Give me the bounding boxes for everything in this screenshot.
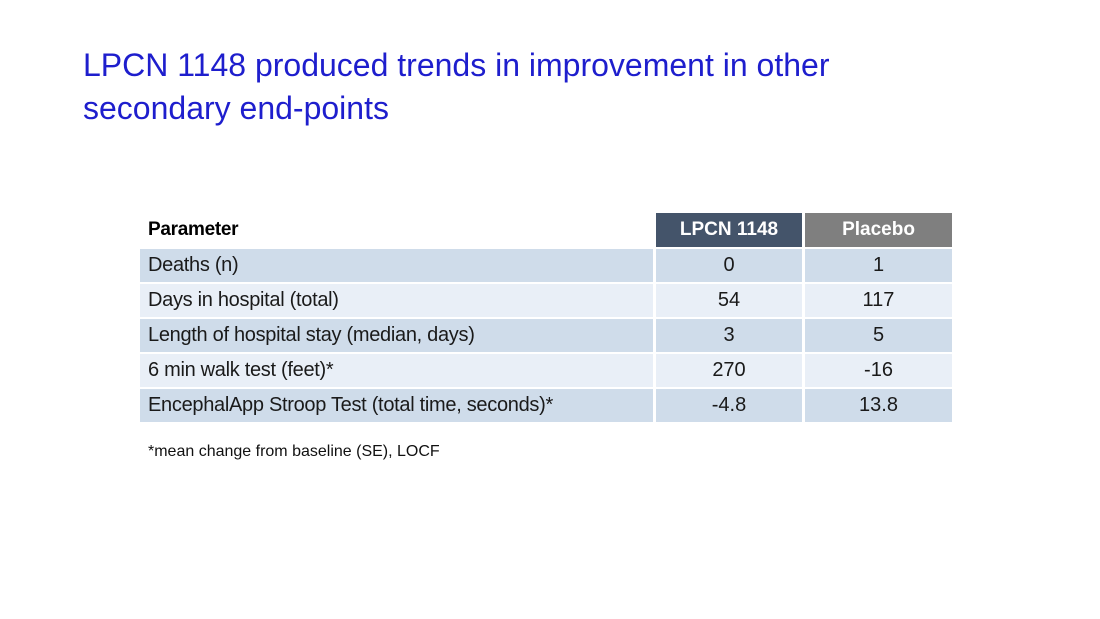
- row-lpcn-value: 3: [656, 319, 802, 352]
- row-parameter: EncephalApp Stroop Test (total time, sec…: [140, 389, 653, 422]
- row-lpcn-value: 0: [656, 249, 802, 282]
- table-header-row: Parameter LPCN 1148 Placebo: [140, 213, 952, 247]
- row-placebo-value: -16: [805, 354, 952, 387]
- col-header-placebo: Placebo: [805, 213, 952, 247]
- row-parameter: Days in hospital (total): [140, 284, 653, 317]
- col-header-lpcn-1148: LPCN 1148: [656, 213, 802, 247]
- row-placebo-value: 5: [805, 319, 952, 352]
- row-placebo-value: 1: [805, 249, 952, 282]
- table-row: 6 min walk test (feet)* 270 -16: [140, 354, 952, 387]
- row-lpcn-value: 54: [656, 284, 802, 317]
- table-row: Days in hospital (total) 54 117: [140, 284, 952, 317]
- slide-title: LPCN 1148 produced trends in improvement…: [83, 47, 830, 126]
- row-placebo-value: 117: [805, 284, 952, 317]
- row-parameter: Deaths (n): [140, 249, 653, 282]
- col-header-parameter: Parameter: [148, 219, 239, 240]
- table-row: EncephalApp Stroop Test (total time, sec…: [140, 389, 952, 422]
- table-row: Deaths (n) 0 1: [140, 249, 952, 282]
- row-lpcn-value: 270: [656, 354, 802, 387]
- secondary-endpoints-table: Parameter LPCN 1148 Placebo Deaths (n) 0…: [140, 213, 952, 422]
- footnote: *mean change from baseline (SE), LOCF: [148, 443, 440, 460]
- table-row: Length of hospital stay (median, days) 3…: [140, 319, 952, 352]
- row-parameter: Length of hospital stay (median, days): [140, 319, 653, 352]
- row-placebo-value: 13.8: [805, 389, 952, 422]
- row-lpcn-value: -4.8: [656, 389, 802, 422]
- row-parameter: 6 min walk test (feet)*: [140, 354, 653, 387]
